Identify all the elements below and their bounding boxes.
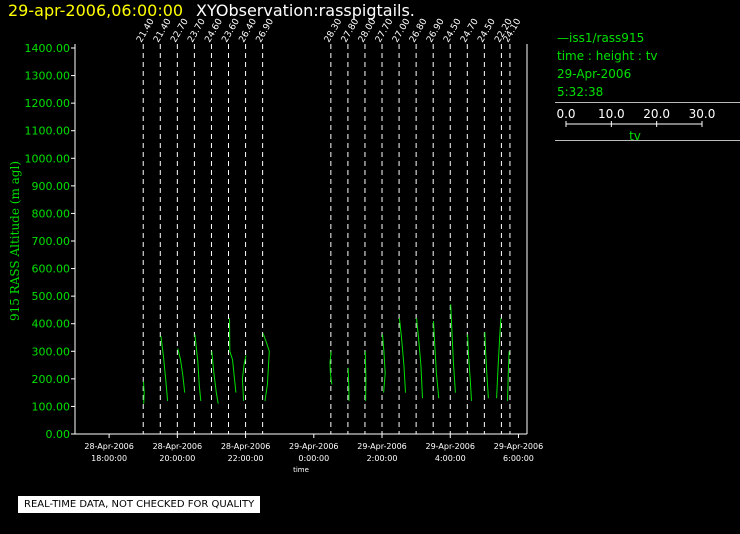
y-tick-label: 800.00 [32,207,71,220]
y-tick-label: 1100.00 [25,125,71,138]
y-tick-label: 200.00 [32,373,71,386]
profile-trace [433,320,440,399]
y-axis-label: 915 RASS Altitude (m agl) [8,161,22,321]
profile-trace [177,348,186,393]
tv-scale-tick-label: 30.0 [689,107,716,121]
profile-trace [364,351,367,401]
legend-series: —iss1/rass915 [557,31,645,45]
x-tick-date: 29-Apr-2006 [426,442,475,451]
x-tick-time: 0:00:00 [298,454,329,463]
y-tick-label: 1200.00 [25,97,71,110]
tv-scale: 0.0 10.0 20.0 30.0 tv [556,107,716,142]
y-tick-label: 700.00 [32,235,71,248]
legend-divider-top [555,102,740,103]
y-tick-label: 300.00 [32,345,71,358]
profile-trace [160,336,169,401]
profile-trace [262,333,270,401]
profile-trace [450,304,456,393]
x-tick-time: 2:00:00 [367,454,398,463]
y-tick-label: 900.00 [32,180,71,193]
profile-trace [329,351,333,385]
y-tick-label: 500.00 [32,290,71,303]
profile-trace [241,355,247,401]
tv-scale-tick-label: 0.0 [556,107,575,121]
x-tick-time: 4:00:00 [435,454,466,463]
tv-scale-label: tv [629,129,641,142]
profile-trace [382,334,386,393]
header-date-time: 29-apr-2006,06:00:00 [8,1,184,20]
legend-date: 29-Apr-2006 [557,67,632,81]
profile-trace [229,318,237,393]
profile-trace [398,318,406,393]
y-tick-label: 400.00 [32,318,71,331]
y-tick-label: 100.00 [32,400,71,413]
y-tick-label: 1400.00 [25,42,71,55]
legend-axes: time : height : tv [557,49,658,63]
profile-trace [496,318,502,399]
y-tick-label: 0.00 [46,428,71,441]
x-tick-date: 29-Apr-2006 [357,442,406,451]
profile-trace [211,351,219,404]
y-tick-label: 1300.00 [25,70,71,83]
profile-trace [484,331,489,399]
profile-label: 26.90 [255,17,277,45]
legend: —iss1/rass915 time : height : tv 29-Apr-… [557,29,658,101]
x-tick-date: 28-Apr-2006 [221,442,270,451]
x-tick-time: 18:00:00 [91,454,127,463]
x-tick-date: 29-Apr-2006 [289,442,338,451]
x-tick-time: 22:00:00 [228,454,264,463]
quality-notice: REAL-TIME DATA, NOT CHECKED FOR QUALITY [18,496,261,513]
x-tick-time: 6:00:00 [503,454,534,463]
profile-trace [194,334,202,401]
x-axis-label: time [293,466,309,474]
legend-divider-bottom [555,140,740,141]
profile-trace [416,318,423,399]
header-observation-title: XYObservation:rasspigtails. [196,1,415,20]
y-tick-label: 1000.00 [25,152,71,165]
tv-scale-tick-label: 20.0 [643,107,670,121]
x-tick-date: 29-Apr-2006 [494,442,543,451]
profile-trace [347,367,350,401]
profile-trace [143,381,145,404]
y-tick-label: 600.00 [32,263,71,276]
x-tick-date: 28-Apr-2006 [84,442,133,451]
x-tick-date: 28-Apr-2006 [153,442,202,451]
x-tick-time: 20:00:00 [159,454,195,463]
profile-trace [507,351,510,401]
legend-time: 5:32:38 [557,85,604,99]
tv-scale-tick-label: 10.0 [598,107,625,121]
profile-trace [467,334,472,401]
